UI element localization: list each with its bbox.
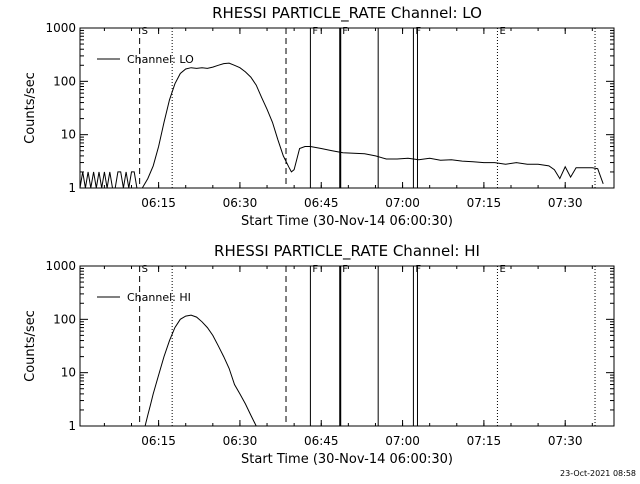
- event-marker-label: F: [312, 264, 318, 275]
- event-marker-label: F: [342, 264, 348, 275]
- x-tick-label: 07:15: [467, 196, 502, 210]
- y-tick-label: 1000: [45, 21, 76, 35]
- x-tick-label: 06:45: [304, 196, 339, 210]
- x-tick-label: 07:30: [548, 434, 583, 448]
- y-tick-label: 1000: [45, 259, 76, 273]
- x-tick-label: 06:45: [304, 434, 339, 448]
- y-tick-label: 100: [53, 74, 76, 88]
- event-marker-label: S: [142, 264, 148, 275]
- plot-frame: [79, 265, 615, 427]
- event-marker-label: E: [499, 264, 505, 275]
- y-tick-label: 1: [68, 181, 76, 195]
- x-tick-label: 07:15: [467, 434, 502, 448]
- chart-title: RHESSI PARTICLE_RATE Channel: HI: [214, 242, 480, 261]
- legend-label: Channel: LO: [127, 53, 194, 66]
- x-tick-label: 07:30: [548, 196, 583, 210]
- chart-panel-hi: RHESSI PARTICLE_RATE Channel: HI 06:15 06:…: [23, 242, 615, 467]
- x-tick-label: 06:30: [223, 196, 258, 210]
- x-axis-label: Start Time (30-Nov-14 06:00:30): [241, 452, 453, 467]
- chart-panel-lo: RHESSI PARTICLE_RATE Channel: LO 06:15 06:…: [23, 4, 615, 229]
- y-axis-label: Counts/sec: [23, 72, 38, 144]
- event-marker-label: E: [499, 26, 505, 37]
- y-tick-label: 1: [68, 419, 76, 433]
- event-marker-label: S: [142, 26, 148, 37]
- event-marker-label: F: [312, 26, 318, 37]
- chart-title: RHESSI PARTICLE_RATE Channel: LO: [212, 4, 482, 23]
- footer-timestamp: 23-Oct-2021 08:58: [560, 469, 636, 478]
- y-tick-label: 10: [61, 128, 76, 142]
- plot-frame: [79, 27, 615, 189]
- event-marker-label: F: [415, 264, 421, 275]
- x-tick-label: 06:30: [223, 434, 258, 448]
- y-tick-label: 10: [61, 366, 76, 380]
- series-line: [144, 314, 257, 426]
- x-tick-label: 06:15: [141, 434, 176, 448]
- event-marker-label: F: [415, 26, 421, 37]
- x-tick-label: 07:00: [385, 434, 420, 448]
- x-tick-label: 07:00: [385, 196, 420, 210]
- x-tick-label: 06:15: [141, 196, 176, 210]
- y-axis-label: Counts/sec: [23, 310, 38, 382]
- legend-label: Channel: HI: [127, 291, 191, 304]
- y-tick-label: 100: [53, 312, 76, 326]
- series-line: [80, 62, 604, 188]
- event-marker-label: F: [342, 26, 348, 37]
- x-axis-label: Start Time (30-Nov-14 06:00:30): [241, 214, 453, 229]
